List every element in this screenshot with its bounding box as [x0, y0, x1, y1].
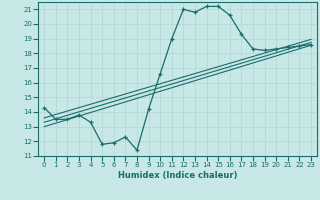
- X-axis label: Humidex (Indice chaleur): Humidex (Indice chaleur): [118, 171, 237, 180]
